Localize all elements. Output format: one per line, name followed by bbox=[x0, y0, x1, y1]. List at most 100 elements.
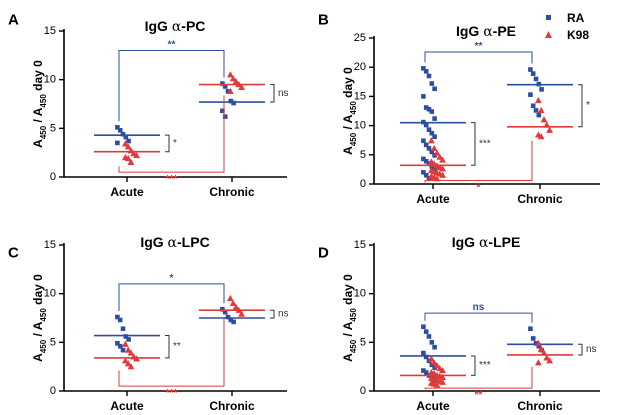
y-tick-label: 5 bbox=[50, 336, 56, 348]
within-label-acute: * bbox=[173, 138, 177, 149]
y-tick-label: 20 bbox=[354, 61, 366, 73]
panel-title: IgG α-PE bbox=[456, 23, 516, 40]
point-ra-acute bbox=[421, 324, 426, 330]
point-ra-acute bbox=[432, 344, 437, 350]
significance-bracket-bottom bbox=[424, 140, 533, 183]
point-ra-chronic bbox=[220, 108, 225, 114]
point-k98-chronic bbox=[535, 359, 542, 366]
point-ra-chronic bbox=[222, 309, 228, 315]
y-tick-label: 25 bbox=[354, 32, 366, 44]
within-bracket-chronic bbox=[578, 84, 583, 128]
point-k98-acute bbox=[122, 340, 129, 347]
point-ra-chronic bbox=[225, 89, 231, 94]
x-tick-label: Chronic bbox=[209, 185, 255, 199]
y-tick-label: 5 bbox=[360, 336, 366, 348]
point-ra-acute bbox=[426, 146, 432, 151]
point-k98-chronic bbox=[546, 126, 553, 133]
point-k98-acute bbox=[124, 360, 132, 367]
point-k98-acute bbox=[433, 362, 441, 369]
point-k98-acute bbox=[439, 165, 446, 172]
within-label-acute: ** bbox=[173, 341, 181, 352]
point-k98-chronic bbox=[232, 78, 240, 85]
point-k98-acute bbox=[430, 144, 438, 151]
point-ra-chronic bbox=[228, 98, 234, 104]
y-tick-label: 0 bbox=[360, 178, 366, 190]
within-label-acute: *** bbox=[479, 138, 491, 149]
within-bracket-acute bbox=[471, 355, 476, 376]
y-tick-label: 0 bbox=[360, 385, 366, 397]
point-ra-acute bbox=[423, 68, 429, 74]
x-tick-label: Acute bbox=[110, 185, 144, 199]
y-axis-label: A450 / A450 day 0 bbox=[31, 60, 48, 148]
point-k98-chronic bbox=[229, 75, 237, 82]
point-ra-chronic bbox=[528, 326, 533, 332]
x-tick-label: Chronic bbox=[209, 399, 255, 413]
point-k98-acute bbox=[127, 363, 135, 370]
point-k98-acute bbox=[122, 357, 129, 364]
point-ra-chronic bbox=[225, 314, 231, 320]
point-ra-acute bbox=[429, 130, 435, 136]
significance-label-top: ns bbox=[473, 302, 485, 313]
y-tick-label: 15 bbox=[354, 239, 366, 251]
point-k98-acute bbox=[428, 137, 435, 144]
point-k98-acute bbox=[439, 156, 446, 163]
point-k98-chronic bbox=[540, 116, 548, 123]
significance-label-top: * bbox=[170, 273, 174, 284]
within-bracket-acute bbox=[165, 134, 170, 153]
point-ra-chronic bbox=[539, 87, 544, 92]
point-ra-acute bbox=[123, 334, 129, 339]
point-k98-chronic bbox=[535, 96, 542, 104]
point-ra-acute bbox=[426, 334, 432, 339]
significance-bracket-bottom bbox=[118, 318, 225, 387]
x-tick-label: Acute bbox=[416, 399, 450, 413]
point-k98-chronic bbox=[535, 339, 542, 346]
point-ra-acute bbox=[117, 127, 123, 133]
significance-label-bottom: *** bbox=[166, 174, 178, 185]
point-ra-acute bbox=[432, 86, 437, 92]
x-tick-label: Acute bbox=[110, 399, 144, 413]
y-tick-label: 15 bbox=[44, 239, 56, 251]
point-k98-chronic bbox=[227, 71, 234, 78]
point-ra-acute bbox=[423, 172, 429, 178]
point-k98-chronic bbox=[540, 349, 548, 356]
y-tick-label: 5 bbox=[50, 122, 56, 134]
within-bracket-chronic bbox=[578, 343, 583, 356]
panel-label: C bbox=[8, 244, 19, 261]
point-ra-chronic bbox=[228, 317, 234, 323]
significance-bracket-bottom bbox=[118, 95, 225, 173]
legend-label-k98: K98 bbox=[567, 28, 589, 42]
point-k98-acute bbox=[124, 346, 132, 353]
point-ra-acute bbox=[126, 337, 131, 342]
panel-A: A IgG α-PC A450 / A450 day 0 0 5 10 15 Acute Chr… bbox=[8, 11, 289, 199]
point-ra-acute bbox=[423, 122, 429, 128]
point-ra-acute bbox=[423, 370, 429, 375]
point-k98-chronic bbox=[537, 345, 545, 352]
panel-label: D bbox=[318, 244, 329, 261]
point-ra-acute bbox=[423, 142, 429, 148]
significance-bracket-bottom bbox=[424, 366, 533, 390]
legend-label-ra: RA bbox=[567, 11, 585, 25]
point-ra-acute bbox=[429, 81, 435, 86]
point-k98-acute bbox=[430, 359, 438, 366]
within-label-chronic: ns bbox=[278, 309, 289, 320]
point-k98-acute bbox=[428, 355, 435, 362]
panel-D: D IgG α-LPE A450 / A450 day 0 0 5 10 15 Acute Ch… bbox=[318, 234, 600, 413]
point-ra-chronic bbox=[536, 112, 542, 118]
point-ra-chronic bbox=[530, 336, 536, 341]
point-k98-chronic bbox=[238, 83, 245, 91]
point-k98-chronic bbox=[238, 310, 245, 317]
point-ra-chronic bbox=[533, 341, 539, 346]
point-ra-acute bbox=[429, 340, 435, 345]
y-tick-label: 10 bbox=[44, 74, 56, 86]
point-k98-chronic bbox=[537, 133, 545, 140]
point-k98-acute bbox=[127, 158, 135, 165]
within-label-chronic: * bbox=[586, 100, 590, 111]
point-k98-acute bbox=[133, 151, 140, 159]
point-ra-acute bbox=[421, 138, 426, 144]
y-axis-label: A450 / A450 day 0 bbox=[341, 274, 358, 362]
y-tick-label: 0 bbox=[50, 171, 56, 183]
point-k98-chronic bbox=[543, 354, 551, 361]
point-ra-acute bbox=[426, 73, 432, 79]
legend: RA K98 bbox=[545, 11, 589, 42]
